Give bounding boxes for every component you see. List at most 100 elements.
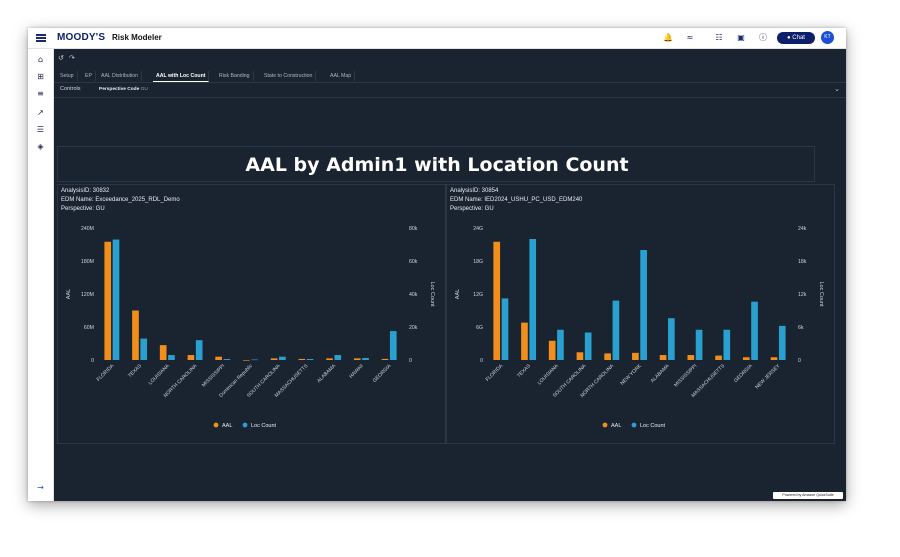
right-perspective: Perspective: GU [450, 206, 494, 212]
avatar[interactable]: KT [821, 31, 834, 44]
right-chart-panel: AnalysisID: 30854 EDM Name: IED2024_USHU… [446, 184, 835, 444]
chevron-down-icon[interactable]: ⌄ [834, 85, 840, 93]
bar-aal-alabama [659, 355, 667, 360]
left-bar-chart: 0 60M 120M 180M 240M 0 20k 40k 60k 80k AAL Loc Coun… [66, 226, 435, 429]
dashboard-content: ↺ ↷ Setup EP AAL Distribution AAL with L… [54, 49, 846, 501]
bar-loc-louisiana [168, 355, 175, 360]
list-icon[interactable]: ≡ [37, 89, 44, 98]
y-right-tick-label: 18k [798, 259, 807, 265]
x-tick-label-alabama: ALABAMA [316, 363, 337, 384]
bar-aal-louisiana [548, 340, 556, 360]
menu-icon[interactable] [36, 34, 46, 42]
trending-chart-icon[interactable]: ↗ [37, 108, 44, 117]
chat-button[interactable]: ● Chat [777, 32, 815, 44]
bar-aal-new-york [632, 352, 639, 360]
title-card: AAL by Admin1 with Location Count [57, 146, 815, 182]
bar-loc-alabama [334, 355, 342, 360]
bar-aal-florida [493, 241, 501, 360]
help-icon[interactable]: ⓘ [759, 33, 767, 42]
bar-aal-north-carolina [187, 355, 195, 360]
legend-loc-label: Loc Count [251, 423, 277, 429]
grid-apps-icon[interactable]: ☷ [715, 33, 723, 42]
y-right-tick-label: 12k [798, 292, 807, 298]
chat-icon: ● [787, 35, 793, 41]
bar-aal-florida [104, 241, 112, 360]
x-tick-label-new-york: NEW YORK [619, 363, 643, 387]
y-tick-label: 12G [473, 292, 483, 298]
bar-aal-georgia [742, 357, 750, 360]
perspective-code-control[interactable]: Perspective Code GU [99, 87, 148, 92]
bar-loc-georgia [751, 301, 758, 360]
controls-bar: Controls Perspective Code GU ⌄ [54, 83, 846, 98]
y-right-axis-title: Loc Count [429, 281, 435, 307]
x-tick-label-texas: TEXAS [516, 363, 532, 379]
bar-loc-massachusetts [306, 359, 314, 360]
bar-loc-hawaii [362, 358, 369, 360]
right-edm-name: EDM Name: IED2024_USHU_PC_USD_EDM240 [450, 197, 583, 203]
left-edm-name: EDM Name: Exceedance_2025_RDL_Demo [61, 197, 180, 203]
tab-aal-map[interactable]: AAL Map [327, 71, 356, 81]
x-tick-label-mississippi: MISSISSIPPI [673, 363, 698, 388]
x-tick-label-florida: FLORIDA [96, 363, 116, 383]
legend-aal-label: AAL [611, 423, 621, 429]
controls-label: Controls [60, 86, 81, 92]
y-right-tick-label: 40k [409, 292, 418, 298]
dashboard-toolbar: ↺ ↷ [54, 49, 846, 69]
bar-loc-louisiana [557, 329, 564, 360]
x-tick-label-alabama: ALABAMA [650, 363, 671, 384]
y-axis-title: AAL [455, 289, 461, 299]
sliders-icon[interactable]: ☰ [36, 125, 45, 134]
y-right-tick-label: 24k [798, 226, 807, 232]
add-box-icon[interactable]: ⊞ [37, 72, 44, 81]
bar-loc-north-carolina [195, 340, 203, 360]
x-tick-label-louisiana: LOUISIANA [148, 363, 172, 387]
app-title: Risk Modeler [112, 33, 162, 42]
x-tick-label-louisiana: LOUISIANA [537, 363, 561, 387]
y-tick-label: 60M [84, 325, 94, 331]
bar-loc-alabama [668, 318, 675, 360]
perspective-code-value: GU [140, 87, 148, 92]
bar-aal-georgia [381, 358, 389, 360]
y-tick-label: 120M [81, 292, 94, 298]
legend-loc-label: Loc Count [640, 423, 666, 429]
x-tick-label-mississippi: MISSISSIPPI [201, 363, 226, 388]
arrow-right-icon[interactable]: → [37, 483, 44, 492]
undo-icon[interactable]: ↺ [58, 54, 64, 62]
chart-icon[interactable]: ≈ [686, 33, 694, 42]
y-tick-label: 0 [480, 358, 483, 364]
bar-loc-mississippi [223, 359, 231, 360]
y-right-tick-label: 20k [409, 325, 418, 331]
x-tick-label-hawaii: HAWAII [348, 363, 365, 380]
bar-aal-alabama [326, 358, 333, 360]
x-tick-label-new-jersey: NEW JERSEY [754, 363, 782, 391]
bell-icon[interactable]: 🔔 [663, 33, 673, 42]
chat-label: Chat [792, 35, 805, 41]
legend-loc-swatch [631, 422, 637, 428]
tab-setup[interactable]: Setup [57, 71, 78, 81]
bar-loc-mississippi [695, 329, 703, 360]
bar-loc-florida [112, 239, 120, 360]
tab-aal-distribution[interactable]: AAL Distribution [98, 71, 143, 81]
top-header: MOODY'S Risk Modeler 🔔 ≈ ☷ ▣ ⓘ ● Chat KT [28, 28, 846, 49]
tab-risk-banding[interactable]: Risk Banding [216, 71, 254, 81]
brand-logo: MOODY'S [57, 32, 106, 43]
bar-aal-hawaii [353, 358, 361, 360]
bar-loc-massachusetts [723, 329, 731, 360]
tab-state-to-construction[interactable]: State to Construction [261, 71, 317, 81]
home-icon[interactable]: ⌂ [37, 55, 44, 64]
layers-icon[interactable]: ◈ [37, 142, 44, 151]
bar-aal-north-carolina [604, 353, 611, 360]
bar-aal-mississippi [215, 356, 222, 360]
left-analysis-id: AnalysisID: 30832 [61, 188, 110, 194]
bar-loc-new-jersey [778, 325, 786, 360]
tab-ep[interactable]: EP [82, 71, 96, 81]
bar-loc-south-carolina [279, 356, 286, 360]
left-perspective: Perspective: GU [61, 206, 105, 212]
tab-aal-with-loc-count[interactable]: AAL with Loc Count [153, 71, 210, 82]
redo-icon[interactable]: ↷ [69, 54, 75, 62]
message-icon[interactable]: ▣ [737, 33, 745, 42]
y-tick-label: 240M [81, 226, 94, 232]
y-right-tick-label: 60k [409, 259, 418, 265]
bar-aal-new-jersey [770, 357, 778, 360]
y-right-tick-label: 0 [798, 358, 801, 364]
